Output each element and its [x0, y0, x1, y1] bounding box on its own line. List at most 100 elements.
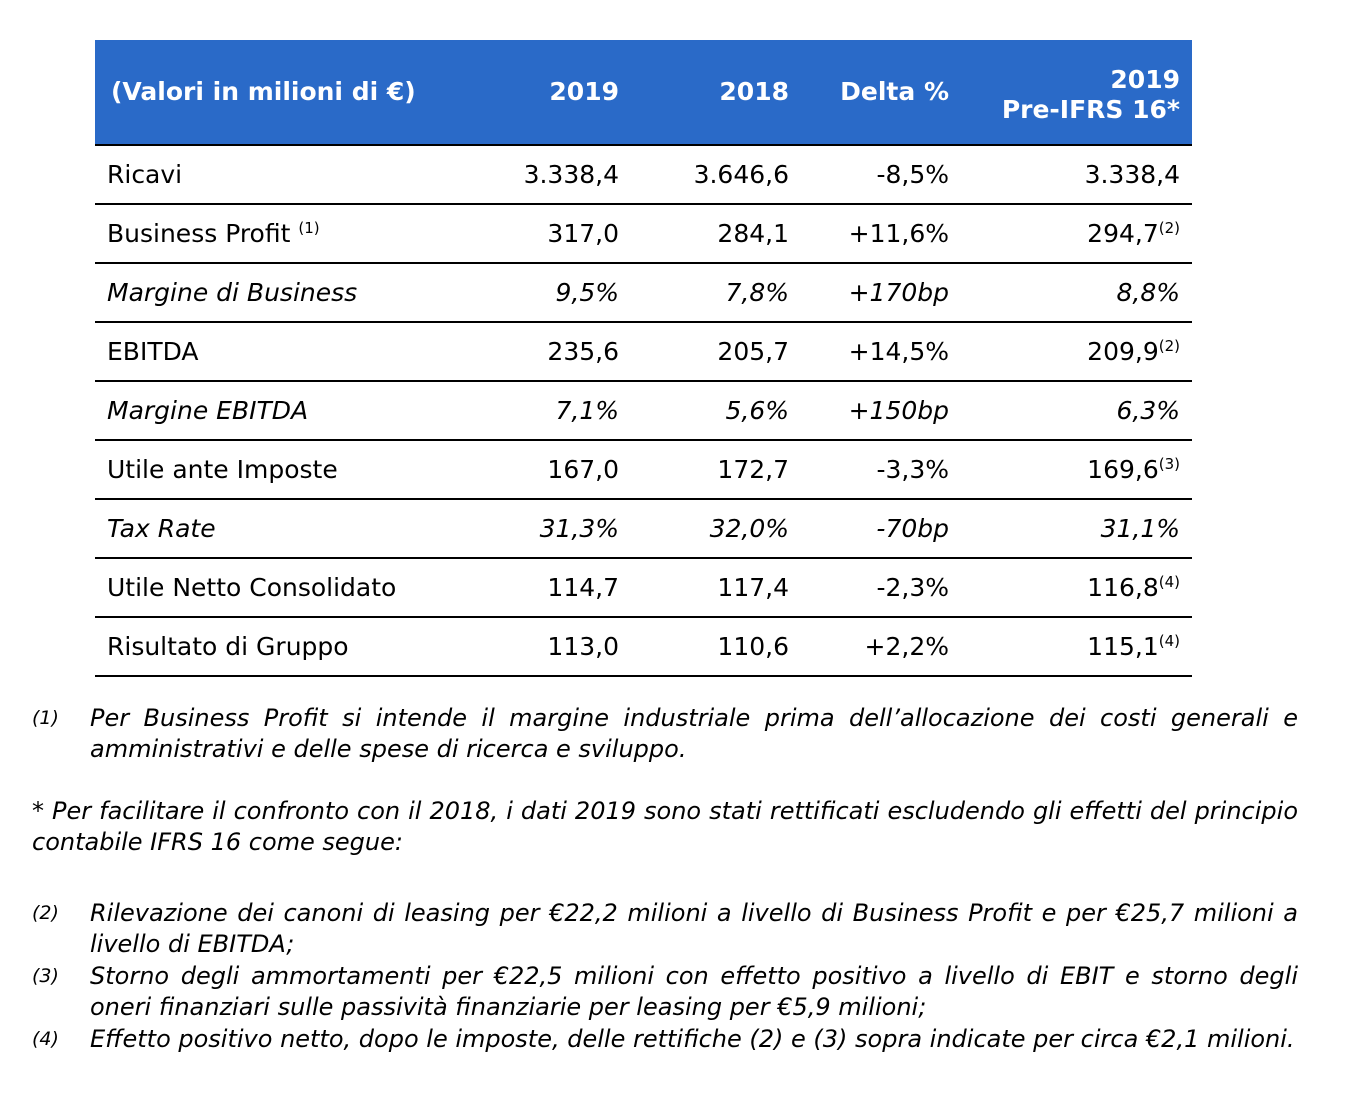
row-label: Tax Rate: [95, 499, 485, 558]
table-row: Margine di Business 9,5% 7,8% +170bp 8,8%: [95, 263, 1192, 322]
adjustment-notes: (2) Rilevazione dei canoni di leasing per…: [32, 898, 1298, 1056]
cell-pre-ifrs: 209,9(2): [965, 322, 1192, 381]
cell-2019: 114,7: [485, 558, 635, 617]
cell-2019: 113,0: [485, 617, 635, 676]
footnote-ref: (1): [298, 219, 320, 237]
table-row: Risultato di Gruppo 113,0 110,6 +2,2% 115,1…: [95, 617, 1192, 676]
financial-table: (Valori in milioni di €) 2019 2018 Delta…: [95, 40, 1192, 677]
cell-delta-value: +170bp: [848, 278, 949, 307]
cell-2018-value: 172,7: [717, 455, 789, 484]
cell-2019-value: 31,3%: [539, 514, 619, 543]
cell-pre-ifrs: 31,1%: [965, 499, 1192, 558]
cell-2019: 7,1%: [485, 381, 635, 440]
cell-pre-ifrs-value: 209,9: [1087, 337, 1159, 366]
cell-2019-value: 7,1%: [555, 396, 619, 425]
cell-delta: +11,6%: [805, 204, 965, 263]
row-label: Ricavi: [95, 145, 485, 204]
adjustment-note-text: Effetto positivo netto, dopo le imposte,…: [90, 1025, 1295, 1053]
footnote-ref: (4): [1158, 632, 1180, 650]
cell-2018-value: 5,6%: [725, 396, 789, 425]
cell-pre-ifrs: 8,8%: [965, 263, 1192, 322]
cell-2018: 3.646,6: [635, 145, 805, 204]
footnote-1: (1) Per Business Profit si intende il ma…: [32, 703, 1298, 765]
cell-delta: +150bp: [805, 381, 965, 440]
row-label-value: Margine EBITDA: [107, 396, 309, 425]
cell-2018: 172,7: [635, 440, 805, 499]
table-body: Ricavi 3.338,4 3.646,6 -8,5% 3.338,4 Busines…: [95, 145, 1192, 676]
cell-2018: 7,8%: [635, 263, 805, 322]
cell-pre-ifrs: 115,1(4): [965, 617, 1192, 676]
cell-delta: +170bp: [805, 263, 965, 322]
cell-2018-value: 3.646,6: [693, 160, 789, 189]
table-row: EBITDA 235,6 205,7 +14,5% 209,9(2): [95, 322, 1192, 381]
cell-2019-value: 167,0: [547, 455, 619, 484]
cell-2018: 32,0%: [635, 499, 805, 558]
cell-delta-value: -3,3%: [876, 455, 949, 484]
cell-delta: +14,5%: [805, 322, 965, 381]
cell-delta-value: +2,2%: [864, 632, 949, 661]
cell-2018: 205,7: [635, 322, 805, 381]
footnote-1-mark: (1): [32, 707, 59, 729]
header-label: (Valori in milioni di €): [111, 77, 416, 106]
cell-delta: -8,5%: [805, 145, 965, 204]
row-label-value: Utile ante Imposte: [107, 455, 338, 484]
cell-2018-value: 284,1: [717, 219, 789, 248]
cell-pre-ifrs-value: 169,6: [1087, 455, 1159, 484]
header-pre-ifrs: 2019 Pre-IFRS 16*: [965, 40, 1192, 145]
row-label-value: Risultato di Gruppo: [107, 632, 349, 661]
header-row: (Valori in milioni di €) 2019 2018 Delta…: [95, 40, 1192, 145]
footnote-ref: (2): [1158, 219, 1180, 237]
cell-2019-value: 317,0: [547, 219, 619, 248]
cell-pre-ifrs: 6,3%: [965, 381, 1192, 440]
cell-2019: 3.338,4: [485, 145, 635, 204]
cell-pre-ifrs-value: 6,3%: [1116, 396, 1180, 425]
footnote-ref: (2): [1158, 337, 1180, 355]
adjustment-note: (3) Storno degli ammortamenti per €22,5 m…: [32, 961, 1298, 1023]
cell-delta-value: +11,6%: [848, 219, 949, 248]
cell-pre-ifrs-value: 3.338,4: [1084, 160, 1180, 189]
cell-delta: -2,3%: [805, 558, 965, 617]
cell-delta: -3,3%: [805, 440, 965, 499]
cell-2018-value: 110,6: [717, 632, 789, 661]
table-row: Ricavi 3.338,4 3.646,6 -8,5% 3.338,4: [95, 145, 1192, 204]
cell-delta-value: -8,5%: [876, 160, 949, 189]
results-table: (Valori in milioni di €) 2019 2018 Delta…: [95, 40, 1192, 677]
ifrs-note: * Per facilitare il confronto con il 201…: [32, 797, 1298, 856]
cell-2019: 31,3%: [485, 499, 635, 558]
cell-2019-value: 113,0: [547, 632, 619, 661]
header-delta: Delta %: [840, 77, 949, 106]
cell-2018: 5,6%: [635, 381, 805, 440]
header-2019: 2019: [549, 77, 619, 106]
cell-pre-ifrs: 294,7(2): [965, 204, 1192, 263]
row-label: Utile ante Imposte: [95, 440, 485, 499]
cell-delta-value: -70bp: [876, 514, 949, 543]
adjustment-note-mark: (2): [32, 902, 59, 924]
cell-pre-ifrs-value: 294,7: [1087, 219, 1159, 248]
row-label: Risultato di Gruppo: [95, 617, 485, 676]
table-row: Margine EBITDA 7,1% 5,6% +150bp 6,3%: [95, 381, 1192, 440]
cell-pre-ifrs-value: 8,8%: [1116, 278, 1180, 307]
cell-2018-value: 32,0%: [709, 514, 789, 543]
adjustment-note: (4) Effetto positivo netto, dopo le impos…: [32, 1024, 1298, 1055]
row-label-value: EBITDA: [107, 337, 199, 366]
cell-2019: 317,0: [485, 204, 635, 263]
cell-pre-ifrs-value: 115,1: [1087, 632, 1159, 661]
cell-2018-value: 117,4: [717, 573, 789, 602]
cell-pre-ifrs: 3.338,4: [965, 145, 1192, 204]
cell-pre-ifrs-value: 31,1%: [1100, 514, 1180, 543]
cell-2019: 235,6: [485, 322, 635, 381]
cell-pre-ifrs: 169,6(3): [965, 440, 1192, 499]
cell-delta-value: -2,3%: [876, 573, 949, 602]
adjustment-note-text: Rilevazione dei canoni di leasing per €2…: [90, 899, 1298, 958]
header-pre-ifrs-line2: Pre-IFRS 16*: [1001, 95, 1180, 124]
header-pre-ifrs-line1: 2019: [1110, 65, 1180, 94]
cell-2019-value: 3.338,4: [523, 160, 619, 189]
row-label-value: Ricavi: [107, 160, 183, 189]
row-label: EBITDA: [95, 322, 485, 381]
cell-delta-value: +14,5%: [848, 337, 949, 366]
header-2018: 2018: [719, 77, 789, 106]
row-label: Margine EBITDA: [95, 381, 485, 440]
adjustment-note-text: Storno degli ammortamenti per €22,5 mili…: [90, 962, 1298, 1021]
cell-2019: 9,5%: [485, 263, 635, 322]
cell-2018-value: 205,7: [717, 337, 789, 366]
